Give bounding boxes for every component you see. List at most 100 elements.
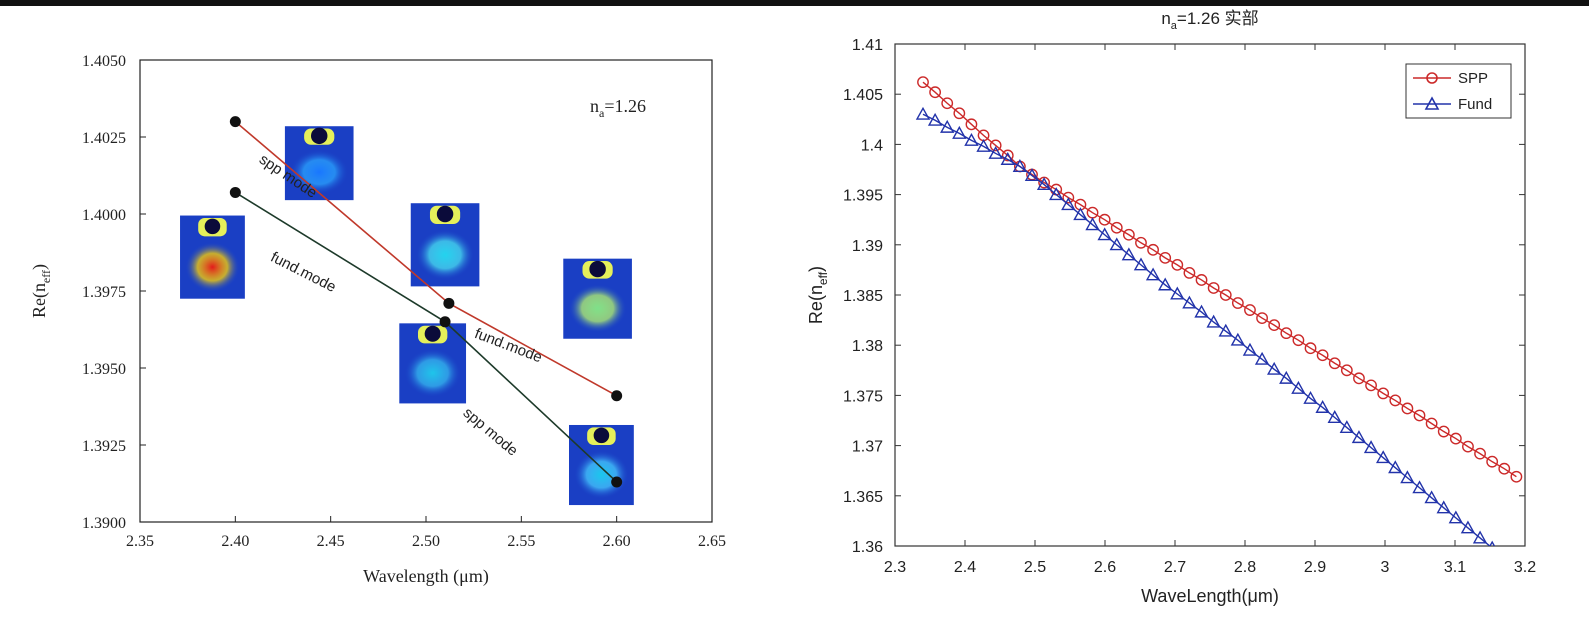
right-point-spp — [1256, 312, 1268, 324]
right-point-spp — [1353, 372, 1365, 385]
right-x-tick-label: 2.7 — [1164, 559, 1186, 576]
right-y-tick-label: 1.4 — [861, 137, 883, 154]
right-y-tick-label: 1.365 — [843, 489, 883, 506]
right-point-spp — [1328, 357, 1341, 370]
right-point-fund — [952, 125, 967, 139]
right-x-tick-label: 2.9 — [1304, 559, 1326, 576]
left-data-point — [229, 116, 241, 128]
left-x-axis-label: Wavelength (μm) — [363, 566, 489, 587]
right-point-spp — [1268, 319, 1281, 332]
right-point-spp — [1135, 236, 1147, 249]
left-y-tick-label: 1.4000 — [82, 207, 126, 224]
right-axis-ticks: 2.3 2.4 2.5 2.6 2.7 2.8 2.9 3 3.1 3.2 1.36 1.365 1.3… — [843, 37, 1536, 576]
left-data-point — [443, 297, 455, 309]
mode-field-image — [284, 126, 354, 201]
right-y-tick-label: 1.38 — [852, 338, 883, 355]
right-chart: na=1.26 实部 2.3 2.4 2.5 2.6 2.7 2.8 2.9 3 3.1 3.2 1… — [806, 9, 1536, 606]
right-y-tick-label: 1.37 — [852, 439, 883, 456]
right-point-fund — [1170, 286, 1185, 300]
right-point-fund — [1012, 159, 1028, 172]
right-point-fund — [1279, 370, 1294, 384]
left-y-tick-label: 1.3950 — [82, 361, 126, 378]
right-point-fund — [1315, 400, 1330, 413]
left-y-tick-label: 1.4025 — [82, 130, 126, 147]
left-x-tick-label: 2.45 — [317, 533, 345, 550]
left-axis-ticks: 2.35 2.40 2.45 2.50 2.55 2.60 2.65 1.3900 1.3925… — [82, 53, 726, 550]
left-annotation: na=1.26 — [590, 96, 646, 120]
right-point-spp — [1098, 213, 1111, 226]
right-plot-frame — [894, 43, 1526, 547]
left-chart: 2.35 2.40 2.45 2.50 2.55 2.60 2.65 1.3900 1.3925… — [29, 53, 726, 587]
right-point-spp — [1413, 409, 1426, 422]
right-point-fund — [927, 112, 943, 126]
right-point-fund — [1218, 323, 1233, 337]
left-x-tick-label: 2.35 — [126, 533, 154, 550]
right-point-fund — [1291, 380, 1306, 394]
right-point-fund — [1097, 227, 1112, 241]
right-point-spp — [1062, 191, 1075, 204]
left-mode-images — [180, 126, 634, 506]
right-point-spp — [1219, 289, 1232, 301]
right-point-spp — [1437, 425, 1450, 438]
right-x-tick-label: 2.3 — [884, 559, 906, 576]
right-y-tick-label: 1.36 — [852, 539, 883, 556]
right-point-spp — [941, 97, 954, 110]
right-point-spp — [1244, 304, 1256, 316]
right-point-fund — [1303, 390, 1318, 404]
right-point-fund — [988, 145, 1003, 159]
right-point-fund — [1400, 470, 1415, 484]
mode-field-image — [563, 258, 632, 339]
mode-field-image — [410, 203, 480, 287]
right-point-spp — [1183, 267, 1196, 279]
left-data-point — [439, 316, 451, 328]
right-point-fund — [1436, 500, 1451, 514]
right-point-fund — [1036, 177, 1052, 191]
right-point-spp — [1001, 149, 1014, 162]
right-point-fund — [976, 138, 991, 152]
right-point-fund — [1327, 410, 1342, 423]
right-point-fund — [1085, 217, 1100, 231]
right-point-spp — [1498, 462, 1511, 475]
right-point-fund — [1073, 207, 1088, 221]
right-point-spp — [1510, 470, 1523, 483]
right-point-fund — [1206, 314, 1221, 328]
right-point-fund — [1460, 520, 1476, 534]
right-point-spp — [1231, 297, 1244, 309]
right-point-spp — [965, 118, 978, 131]
right-point-spp — [1340, 364, 1353, 377]
right-point-spp — [1462, 440, 1474, 453]
right-point-fund — [1024, 168, 1040, 182]
right-x-tick-label: 3.1 — [1444, 559, 1466, 576]
left-y-axis-label: Re(neff) — [29, 264, 53, 318]
right-point-fund — [1049, 187, 1064, 201]
right-point-fund — [1133, 257, 1149, 271]
right-point-fund — [1158, 277, 1173, 291]
right-x-tick-label: 3.2 — [1514, 559, 1536, 576]
right-point-spp — [929, 86, 942, 99]
top-border — [0, 0, 1589, 6]
right-point-fund — [1267, 361, 1282, 375]
left-x-tick-label: 2.65 — [698, 533, 726, 550]
right-point-fund — [1351, 430, 1367, 444]
right-point-fund — [1363, 440, 1379, 454]
left-line-label: spp mode — [460, 404, 521, 459]
right-series-line-spp — [922, 81, 1517, 478]
right-legend-box — [1405, 63, 1512, 119]
right-point-spp — [1425, 417, 1438, 430]
right-point-spp — [1401, 402, 1414, 415]
right-point-spp — [1110, 221, 1123, 234]
right-point-fund — [1424, 490, 1439, 504]
left-y-tick-label: 1.3900 — [82, 515, 126, 532]
right-point-fund — [1254, 351, 1270, 365]
right-series-group — [915, 76, 1523, 546]
left-y-tick-label: 1.4050 — [82, 53, 126, 70]
right-x-tick-label: 2.4 — [954, 559, 976, 576]
right-point-spp — [1316, 349, 1329, 362]
left-data-point — [229, 186, 241, 198]
right-x-axis-label: WaveLength(μm) — [1141, 586, 1279, 606]
right-point-fund — [1242, 342, 1258, 356]
right-point-spp — [1292, 334, 1305, 347]
right-point-fund — [1145, 267, 1161, 281]
left-x-tick-label: 2.40 — [221, 533, 249, 550]
left-x-tick-label: 2.55 — [507, 533, 535, 550]
